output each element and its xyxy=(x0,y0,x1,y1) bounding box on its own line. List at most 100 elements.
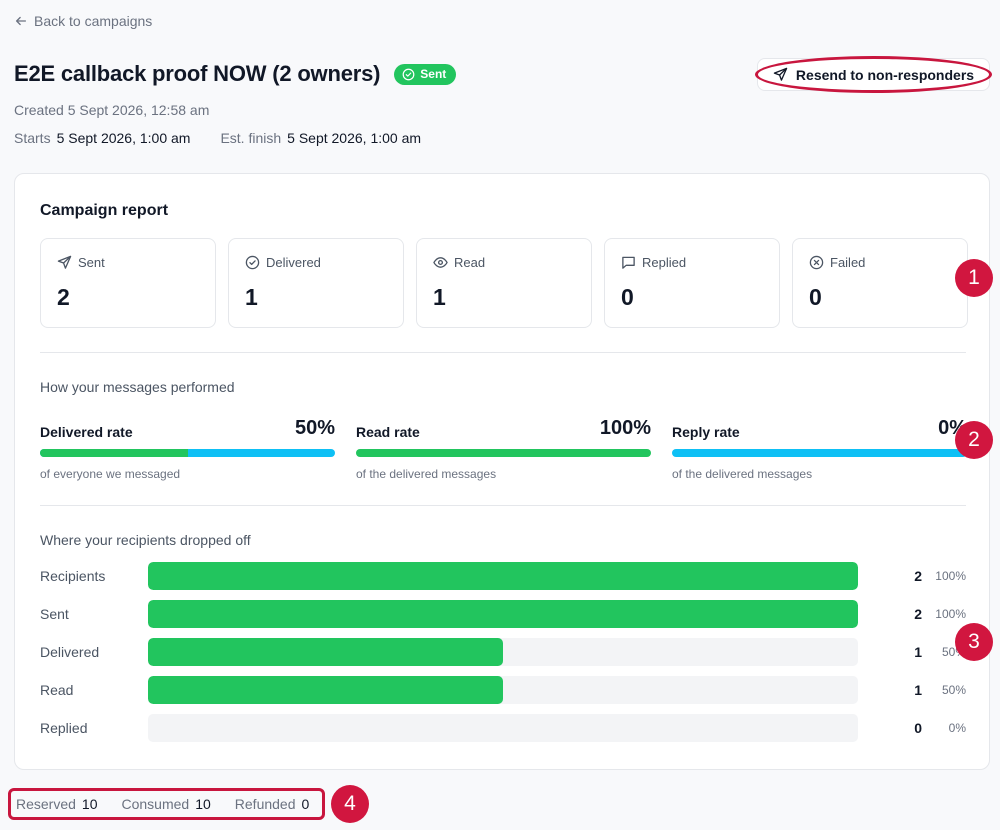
stats-row: Sent 2 Delivered 1 Read 1 Replied 0 xyxy=(40,238,968,328)
created-date: Created 5 Sept 2026, 12:58 am xyxy=(14,102,210,118)
funnel-track xyxy=(148,676,858,704)
rate-progress-fill xyxy=(356,449,651,457)
funnel-row: Delivered 1 50% xyxy=(40,638,966,666)
stat-label: Delivered xyxy=(266,255,321,270)
rate-label: Delivered rate xyxy=(40,424,133,440)
resend-button[interactable]: Resend to non-responders xyxy=(757,58,990,91)
consumed-value: 10 xyxy=(195,796,211,812)
rates-row: Delivered rate 50% of everyone we messag… xyxy=(40,414,967,481)
annotation-marker-2: 2 xyxy=(955,421,993,459)
message-icon xyxy=(622,256,635,269)
stat-value: 0 xyxy=(621,284,634,310)
credits-summary: Reserved 10 Consumed 10 Refunded 0 xyxy=(8,788,325,820)
funnel-count: 2 xyxy=(914,568,922,584)
stat-card-failed: Failed 0 xyxy=(792,238,968,328)
funnel-percent: 0% xyxy=(948,721,966,735)
stat-value: 2 xyxy=(57,284,70,310)
stat-card-delivered: Delivered 1 xyxy=(228,238,404,328)
funnel-label: Delivered xyxy=(40,644,100,660)
reserved-value: 10 xyxy=(81,796,98,812)
funnel-title: Where your recipients dropped off xyxy=(40,532,251,548)
check-circle-icon xyxy=(402,68,415,80)
rate-progress-bar xyxy=(356,449,651,457)
consumed-label: Consumed xyxy=(121,796,190,812)
funnel-row: Sent 2 100% xyxy=(40,600,966,628)
funnel-percent: 50% xyxy=(941,683,966,697)
funnel-label: Replied xyxy=(40,720,88,736)
funnel-bar xyxy=(148,638,503,666)
divider xyxy=(40,352,966,353)
rate-read: Read rate 100% of the delivered messages xyxy=(356,414,651,481)
arrow-left-icon xyxy=(15,16,27,26)
rate-label: Read rate xyxy=(356,424,420,440)
status-badge: Sent xyxy=(394,63,457,85)
annotation-marker-3: 3 xyxy=(955,623,993,661)
rate-value: 100% xyxy=(599,417,651,439)
stat-card-replied: Replied 0 xyxy=(604,238,780,328)
rate-caption: of the delivered messages xyxy=(356,467,497,481)
rate-value: 50% xyxy=(294,417,335,439)
stat-card-read: Read 1 xyxy=(416,238,592,328)
stat-label: Failed xyxy=(830,255,866,270)
rate-caption: of everyone we messaged xyxy=(40,467,181,481)
x-circle-icon xyxy=(809,255,824,270)
report-title: Campaign report xyxy=(40,202,169,219)
funnel-label: Read xyxy=(40,682,74,698)
annotation-marker-4: 4 xyxy=(331,785,369,823)
stat-label: Sent xyxy=(78,255,105,270)
funnel-label: Sent xyxy=(40,606,69,622)
funnel-count: 2 xyxy=(914,606,922,622)
campaign-report-card: Campaign report Sent 2 Delivered 1 Read … xyxy=(14,173,990,770)
stat-value: 1 xyxy=(433,284,446,310)
funnel-row: Replied 0 0% xyxy=(40,714,966,742)
eye-icon xyxy=(433,257,448,268)
resend-button-label: Resend to non-responders xyxy=(795,66,975,83)
send-icon xyxy=(57,255,72,269)
funnel-track xyxy=(148,714,858,742)
funnel-count: 1 xyxy=(914,644,922,660)
funnel-row: Read 1 50% xyxy=(40,676,966,704)
funnel-row: Recipients 2 100% xyxy=(40,562,966,590)
refunded-value: 0 xyxy=(301,796,310,812)
stat-label: Read xyxy=(454,255,486,270)
rate-progress-bar xyxy=(672,449,967,457)
title-row: E2E callback proof NOW (2 owners) Sent xyxy=(14,61,457,87)
funnel-percent: 100% xyxy=(935,607,966,621)
rate-progress-fill xyxy=(40,449,188,457)
page-title: E2E callback proof NOW (2 owners) xyxy=(14,61,381,86)
finish-label: Est. finish xyxy=(220,130,282,146)
funnel-label: Recipients xyxy=(40,568,106,584)
funnel-track xyxy=(148,638,858,666)
status-badge-label: Sent xyxy=(420,67,447,81)
dropoff-funnel: Recipients 2 100% Sent 2 100% Delivered … xyxy=(40,562,966,752)
rate-progress-bar xyxy=(40,449,335,457)
funnel-bar xyxy=(148,676,503,704)
divider xyxy=(40,505,966,506)
reserved-label: Reserved xyxy=(16,796,76,812)
refunded-label: Refunded xyxy=(234,796,296,812)
funnel-track xyxy=(148,562,858,590)
stat-value: 0 xyxy=(809,284,822,310)
rate-delivered: Delivered rate 50% of everyone we messag… xyxy=(40,414,335,481)
funnel-percent: 100% xyxy=(935,569,966,583)
send-icon xyxy=(773,67,788,81)
funnel-count: 0 xyxy=(914,720,922,736)
starts-label: Starts xyxy=(14,130,51,146)
rate-label: Reply rate xyxy=(672,424,740,440)
stat-value: 1 xyxy=(245,284,258,310)
performance-title: How your messages performed xyxy=(40,379,235,395)
funnel-bar xyxy=(148,600,858,628)
rate-caption: of the delivered messages xyxy=(672,467,813,481)
schedule-info: Starts 5 Sept 2026, 1:00 am Est. finish … xyxy=(14,130,421,146)
funnel-bar xyxy=(148,562,858,590)
annotation-marker-1: 1 xyxy=(955,259,993,297)
stat-label: Replied xyxy=(642,255,687,270)
starts-value: 5 Sept 2026, 1:00 am xyxy=(56,130,191,146)
back-link-label: Back to campaigns xyxy=(34,13,153,29)
rate-reply: Reply rate 0% of the delivered messages xyxy=(672,414,967,481)
back-to-campaigns-link[interactable]: Back to campaigns xyxy=(14,13,152,29)
funnel-track xyxy=(148,600,858,628)
stat-card-sent: Sent 2 xyxy=(40,238,216,328)
finish-value: 5 Sept 2026, 1:00 am xyxy=(287,130,422,146)
funnel-count: 1 xyxy=(914,682,922,698)
